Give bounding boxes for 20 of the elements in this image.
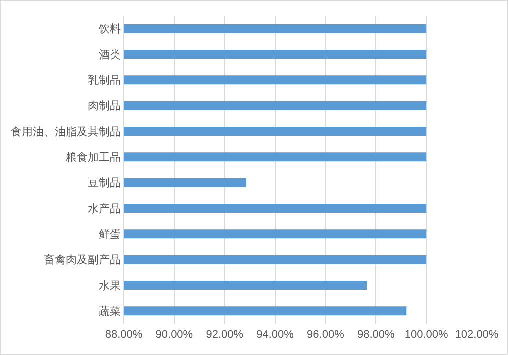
y-tick-label: 酒类 xyxy=(98,48,121,62)
x-tick-label: 90.00% xyxy=(156,329,194,342)
y-tick-label: 食用油、油脂及其制品 xyxy=(10,125,121,138)
y-tick-label: 粮食加工品 xyxy=(66,151,121,164)
y-tick-label: 肉制品 xyxy=(88,100,121,113)
y-tick-label: 蔬菜 xyxy=(98,305,121,318)
x-tick-label: 98.00% xyxy=(357,329,396,342)
y-tick-label: 鲜蛋 xyxy=(98,228,121,242)
x-tick-label: 94.00% xyxy=(256,329,294,342)
x-tick-label: 88.00% xyxy=(105,329,143,342)
y-tick-label: 畜禽肉及副产品 xyxy=(44,254,121,267)
x-tick-label: 96.00% xyxy=(307,329,345,342)
x-tick-label: 100.00% xyxy=(404,329,448,342)
x-tick-label: 102.00% xyxy=(455,329,499,342)
y-tick-label: 豆制品 xyxy=(88,176,121,190)
x-tick-label: 92.00% xyxy=(206,329,244,342)
y-tick-label: 饮料 xyxy=(98,22,121,36)
y-tick-label: 乳制品 xyxy=(88,74,121,88)
y-tick-label: 水产品 xyxy=(88,202,121,216)
y-tick-label: 水果 xyxy=(98,279,121,292)
